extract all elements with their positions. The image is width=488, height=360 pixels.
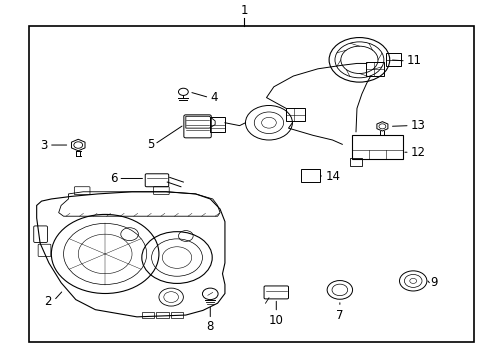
Text: 11: 11	[406, 54, 421, 67]
Bar	[29, 26, 473, 342]
Bar	[351, 135, 403, 159]
Text: 7: 7	[335, 309, 343, 322]
Text: 6: 6	[110, 172, 117, 185]
Text: 1: 1	[240, 4, 248, 17]
Text: 12: 12	[410, 146, 425, 159]
Bar	[300, 170, 320, 183]
Text: 3: 3	[41, 139, 48, 152]
Bar	[142, 312, 154, 318]
Text: 10: 10	[268, 314, 283, 327]
Text: 5: 5	[146, 138, 154, 151]
Text: 14: 14	[325, 170, 340, 183]
Text: 2: 2	[44, 295, 52, 308]
Bar	[156, 312, 168, 318]
Text: 9: 9	[429, 276, 437, 289]
Bar	[171, 312, 183, 318]
Text: 8: 8	[206, 320, 214, 333]
Text: 4: 4	[210, 91, 217, 104]
Text: 13: 13	[410, 119, 425, 132]
